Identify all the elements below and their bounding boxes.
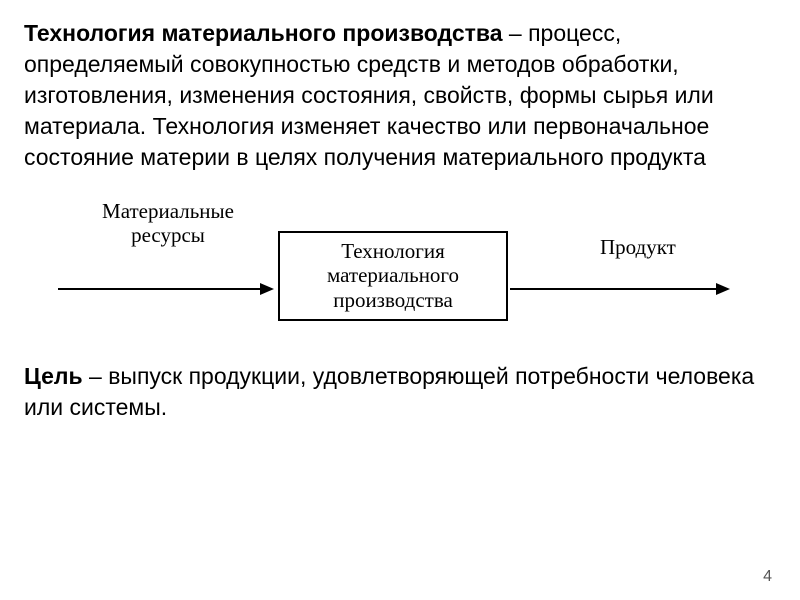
arrow-right: [40, 191, 760, 341]
goal-paragraph: Цель – выпуск продукции, удовлетворяющей…: [24, 361, 776, 423]
term: Технология материального производства: [24, 20, 503, 46]
page-number: 4: [763, 568, 772, 586]
goal-label: Цель: [24, 363, 83, 389]
output-label: Продукт: [600, 235, 730, 260]
slide-page: Технология материального производства – …: [0, 0, 800, 600]
goal-text: – выпуск продукции, удовлетворяющей потр…: [24, 363, 754, 420]
definition-paragraph: Технология материального производства – …: [24, 18, 776, 173]
process-diagram: Материальные ресурсы Технология материал…: [40, 191, 760, 341]
